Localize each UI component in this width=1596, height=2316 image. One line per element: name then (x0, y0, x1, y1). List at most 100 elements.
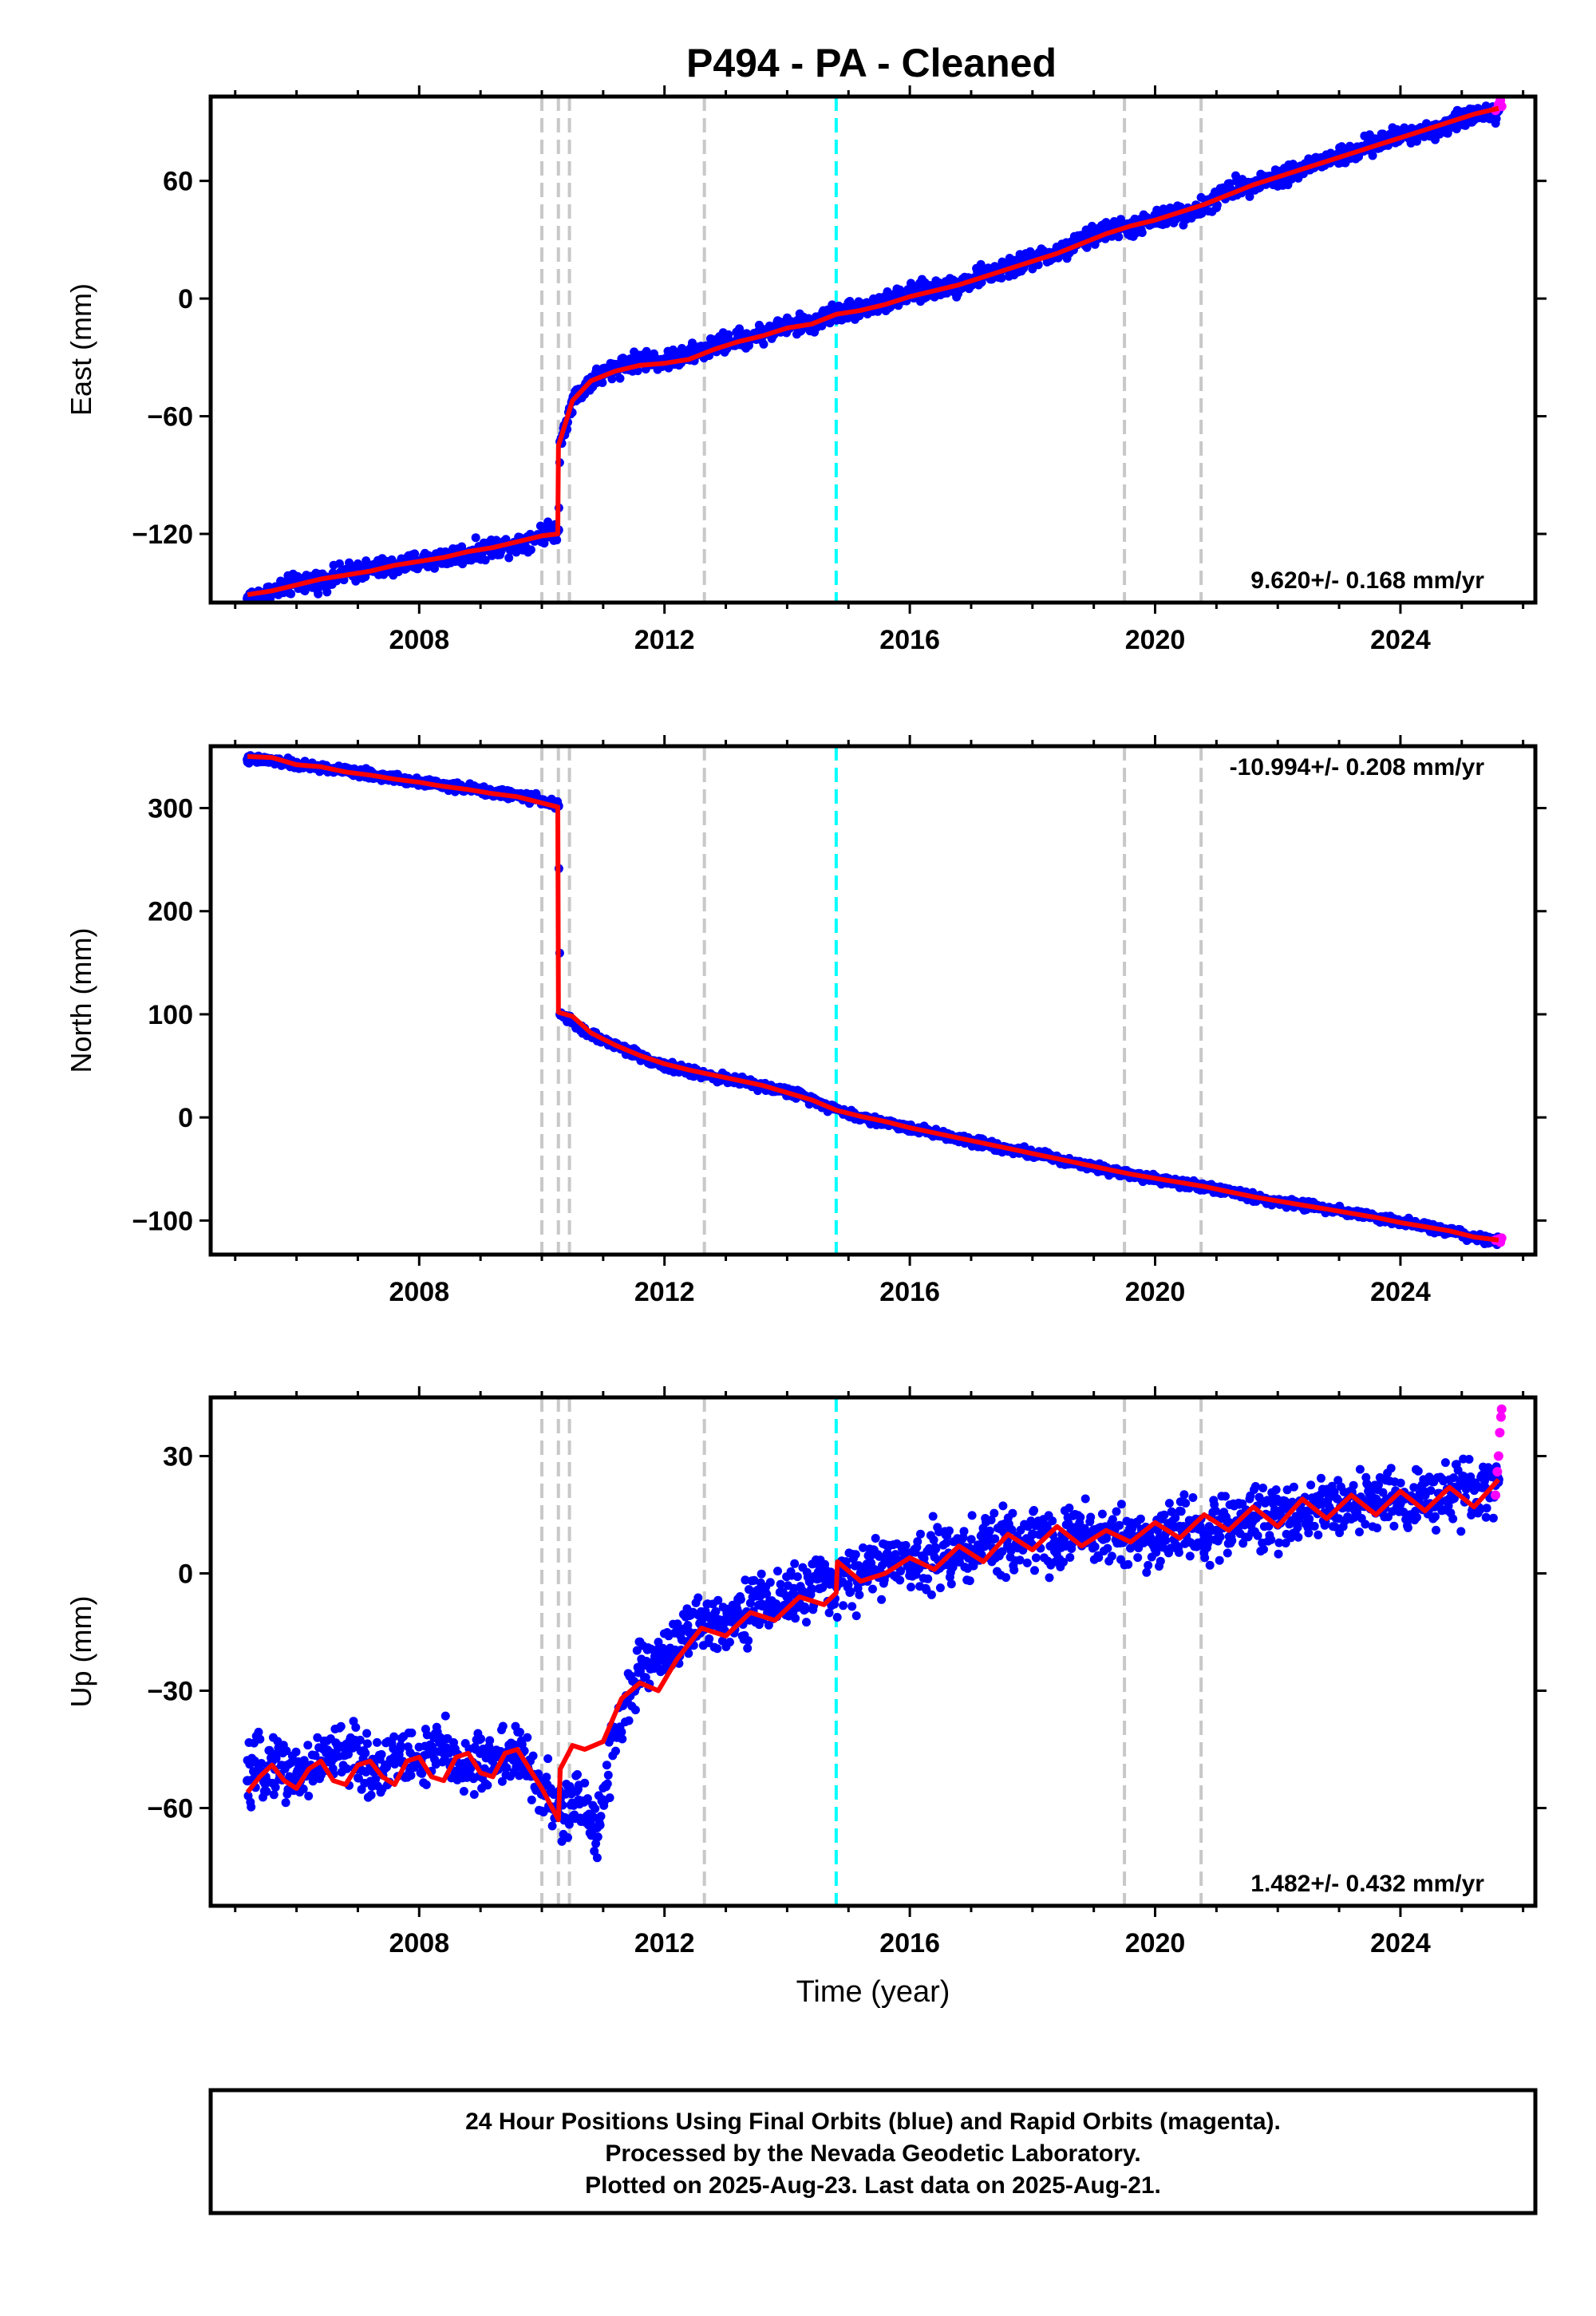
plot-area (243, 1397, 1507, 1906)
final-orbit-point (969, 1561, 978, 1571)
final-orbit-point (990, 1508, 999, 1518)
final-orbit-point (942, 1538, 951, 1547)
final-orbit-point (1156, 1556, 1165, 1566)
final-orbit-dots (243, 101, 1503, 603)
plot-frame (208, 94, 1538, 605)
final-orbit-point (792, 1572, 802, 1582)
final-orbit-point (867, 1559, 876, 1568)
final-orbit-point (421, 1780, 431, 1789)
final-orbit-point (526, 545, 535, 555)
final-orbit-point (377, 1749, 386, 1759)
final-orbit-point (673, 1619, 682, 1629)
final-orbit-point (1022, 1558, 1032, 1567)
final-orbit-point (354, 1773, 363, 1783)
final-orbit-point (913, 1537, 922, 1547)
final-orbit-point (990, 1534, 1000, 1543)
final-orbit-point (1161, 1535, 1171, 1545)
final-orbit-point (693, 1593, 703, 1603)
y-axis-label: East (mm) (65, 283, 97, 416)
final-orbit-point (563, 1833, 572, 1842)
final-orbit-point (1116, 1500, 1126, 1509)
final-orbit-point (262, 1787, 271, 1796)
final-orbit-point (1029, 1506, 1039, 1515)
final-orbit-point (255, 1734, 265, 1744)
final-orbit-point (736, 1595, 745, 1604)
final-orbit-point (605, 1793, 614, 1803)
final-orbit-point (945, 1526, 954, 1535)
final-orbit-point (257, 1759, 267, 1768)
chart-title: P494 - PA - Cleaned (686, 41, 1057, 85)
final-orbit-point (1076, 1512, 1085, 1522)
final-orbit-point (711, 1607, 721, 1616)
final-orbit-point (997, 274, 1006, 283)
final-orbit-point (743, 1643, 753, 1653)
final-orbit-point (654, 1638, 663, 1647)
final-orbit-point (512, 547, 521, 557)
final-orbit-point (725, 1638, 734, 1647)
final-orbit-point (580, 1778, 590, 1788)
plot-area (243, 746, 1507, 1255)
final-orbit-point (336, 1721, 346, 1731)
final-orbit-point (773, 1567, 782, 1576)
final-orbit-point (1142, 1567, 1152, 1577)
final-orbit-point (762, 1589, 772, 1599)
final-orbit-point (480, 555, 490, 565)
final-orbit-point (291, 1747, 301, 1757)
final-orbit-point (1059, 1557, 1068, 1567)
final-orbit-point (1114, 232, 1124, 242)
final-orbit-point (1090, 1542, 1100, 1551)
final-orbit-point (928, 1512, 938, 1521)
final-orbit-point (919, 1554, 929, 1563)
final-orbit-point (282, 1746, 291, 1756)
final-orbit-point (592, 1853, 602, 1863)
x-tick-label: 2020 (1125, 1277, 1186, 1307)
x-tick-label: 2024 (1370, 1277, 1431, 1307)
final-orbit-point (598, 378, 607, 387)
final-orbit-point (985, 1526, 994, 1535)
x-tick-label: 2024 (1370, 625, 1431, 655)
final-orbit-point (303, 1741, 313, 1750)
final-orbit-point (286, 589, 296, 599)
final-orbit-point (1097, 1509, 1107, 1519)
final-orbit-point (839, 1601, 848, 1611)
final-orbit-point (361, 1749, 370, 1758)
final-orbit-point (846, 1587, 855, 1596)
final-orbit-point (308, 1777, 318, 1786)
rapid-orbit-point (1496, 101, 1507, 112)
final-orbit-point (877, 1595, 887, 1604)
final-orbit-point (634, 1668, 643, 1678)
final-orbit-point (895, 1575, 905, 1585)
final-orbit-point (965, 1576, 974, 1586)
final-orbit-point (871, 1534, 880, 1543)
final-orbit-point (1368, 151, 1377, 160)
final-orbit-point (528, 1751, 538, 1761)
final-orbit-point (298, 1784, 308, 1794)
final-orbit-point (573, 1770, 582, 1779)
final-orbit-point (485, 1736, 495, 1745)
final-orbit-point (959, 1527, 969, 1536)
final-orbit-point (1115, 1520, 1124, 1530)
final-orbit-point (373, 1737, 381, 1747)
final-orbit-point (1152, 1547, 1161, 1557)
final-orbit-point (1107, 1551, 1116, 1561)
final-orbit-point (469, 1790, 479, 1799)
final-orbit-point (642, 1657, 651, 1666)
final-orbit-point (322, 587, 332, 597)
final-orbit-point (1245, 192, 1254, 201)
final-orbit-point (875, 1551, 884, 1561)
final-orbit-point (271, 1783, 280, 1792)
final-orbit-point (713, 1644, 722, 1654)
final-orbit-point (396, 1741, 405, 1750)
final-orbit-point (407, 1728, 417, 1737)
final-orbit-point (371, 1774, 381, 1784)
final-orbit-point (765, 1578, 775, 1587)
final-orbit-point (1030, 1566, 1039, 1575)
x-tick-label: 2016 (879, 1277, 940, 1307)
final-orbit-point (355, 1735, 365, 1745)
final-orbit-point (617, 1727, 626, 1737)
final-orbit-point (749, 1575, 759, 1585)
final-orbit-point (1164, 1499, 1174, 1508)
final-orbit-point (314, 589, 323, 599)
x-tick-label: 2012 (634, 625, 695, 655)
final-orbit-point (547, 1821, 557, 1831)
